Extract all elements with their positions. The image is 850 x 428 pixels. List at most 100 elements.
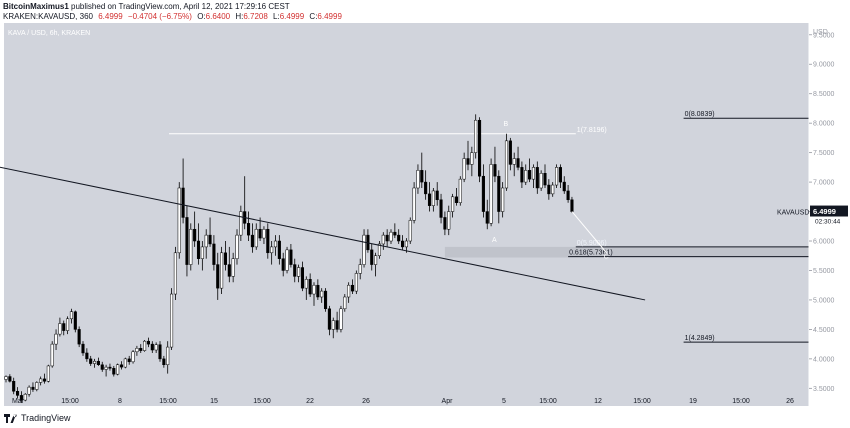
candle-body [420, 170, 424, 183]
candle-body [77, 329, 81, 345]
candle-body [327, 308, 331, 330]
ohlc-o-value: 6.6400 [205, 12, 231, 21]
candle-body [347, 284, 351, 298]
candle-body [81, 343, 85, 354]
x-tick-label: 15:00 [539, 398, 557, 405]
candle-body [381, 234, 385, 245]
candle-body [154, 344, 158, 351]
candle-body [223, 252, 227, 265]
candle-body [227, 264, 231, 277]
candle-body [262, 228, 266, 239]
candle-body [58, 323, 62, 335]
candle-body [4, 376, 8, 380]
candle-body [216, 264, 220, 289]
x-tick-label: 19 [689, 398, 697, 405]
candle-body [181, 187, 185, 218]
candle-body [289, 249, 293, 265]
candle-body [551, 184, 555, 195]
y-tick-label: 3.5000 [813, 386, 835, 393]
ohlc-l-label: L: [273, 12, 280, 21]
trendline [0, 166, 646, 301]
candle-body [435, 190, 439, 201]
candle-body [377, 243, 381, 256]
candle-body [300, 267, 304, 289]
fib-label-1: 1(7.8196) [577, 127, 607, 134]
countdown-box [810, 216, 848, 226]
candle-body [39, 378, 43, 383]
candle-body [504, 140, 509, 189]
candle-body [112, 368, 116, 375]
candle-body [254, 228, 258, 248]
plot-area [4, 23, 809, 406]
candle-body [539, 173, 543, 189]
candle-body [239, 211, 243, 236]
candle-body [401, 240, 405, 248]
tradingview-footer[interactable]: TradingView [4, 413, 71, 423]
x-tick-label: 15:00 [253, 398, 271, 405]
candle-body [427, 193, 432, 206]
wave-label-b: B [504, 121, 509, 128]
candle-body [139, 348, 143, 351]
fib-label-3: 0.618(5.7361) [569, 250, 613, 257]
candle-body [535, 167, 539, 189]
chart-title: KAVA / USD, 6h, KRAKEN [8, 30, 90, 37]
candle-body [416, 170, 420, 189]
wave-c-projection [571, 211, 607, 254]
candle-body [308, 279, 312, 295]
candle-body [212, 243, 216, 265]
candle-body [470, 152, 474, 165]
candle-body [143, 340, 147, 351]
candle-body [339, 308, 343, 330]
candle-body [281, 258, 285, 271]
candle-body [96, 360, 100, 366]
y-tick-label: 8.0000 [813, 121, 835, 128]
candle-body [431, 190, 435, 206]
y-tick-label: 4.0000 [813, 356, 835, 363]
candle-body [277, 240, 281, 259]
candle-body [258, 228, 262, 239]
symbol-line: KRAKEN:KAVAUSD, 360 [3, 12, 93, 21]
candle-body [235, 234, 239, 259]
candle-body [489, 164, 493, 224]
y-tick-label: 5.0000 [813, 297, 835, 304]
x-tick-label: 15:00 [633, 398, 651, 405]
candle-body [335, 320, 339, 330]
ohlc-c-label: C: [309, 12, 318, 21]
candle-body [458, 178, 462, 203]
candle-body [374, 255, 378, 265]
price-tag-value: 6.4999 [813, 207, 836, 216]
candle-body [100, 364, 104, 370]
candle-body [177, 187, 181, 254]
candle-body [35, 382, 39, 390]
x-tick-label: 8 [118, 398, 122, 405]
candle-body [208, 234, 212, 245]
candle-body [543, 173, 547, 186]
candle-body [389, 231, 393, 242]
countdown-label: 02:30:44 [815, 219, 841, 226]
candle-body [285, 249, 289, 271]
candle-body [474, 119, 478, 153]
published-text: published on TradingView.com, April 12, … [71, 2, 290, 11]
candle-body [85, 352, 89, 360]
author-name[interactable]: BitcoinMaximus1 [3, 2, 69, 11]
candle-body [481, 175, 485, 212]
y-tick-label: 9.5000 [813, 32, 835, 39]
candle-body [273, 240, 278, 248]
ohlc-o-label: O: [197, 12, 206, 21]
x-tick-label: 22 [306, 398, 314, 405]
ohlc-h-value: 6.7208 [243, 12, 268, 21]
candle-body [478, 119, 482, 177]
candle-body [127, 358, 131, 363]
candle-body [108, 366, 112, 369]
candle-body [220, 252, 224, 289]
x-tick-label: Apr [442, 398, 454, 405]
candle-body [447, 211, 451, 230]
y-tick-label: 9.0000 [813, 62, 835, 69]
fib-zone [444, 246, 809, 258]
candle-body [312, 284, 316, 295]
y-tick-label: 7.5000 [813, 150, 835, 157]
candle-body [331, 320, 335, 330]
wave-label-a: A [492, 237, 497, 244]
candle-body [324, 290, 328, 310]
